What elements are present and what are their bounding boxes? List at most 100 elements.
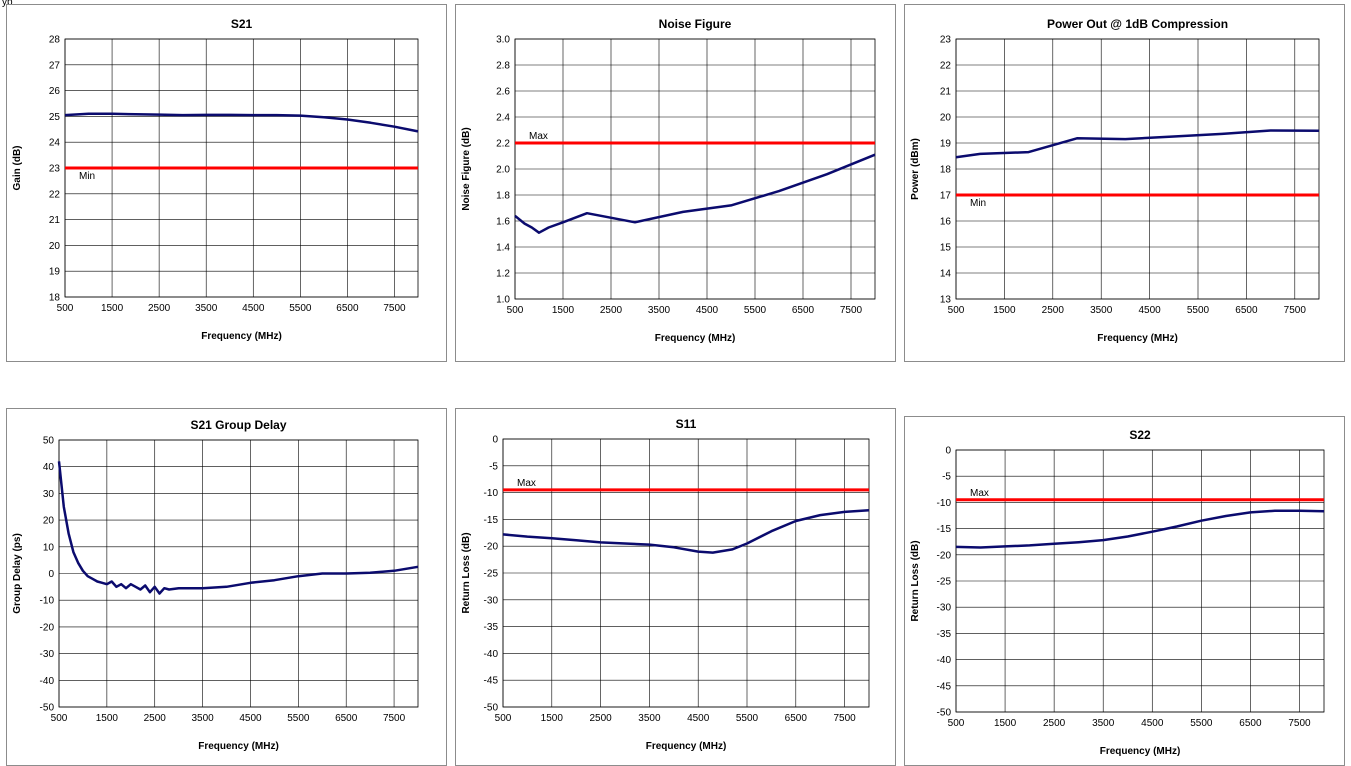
x-tick-label: 500 <box>51 713 68 724</box>
y-tick-label: 27 <box>49 60 61 71</box>
y-tick-label: 25 <box>49 112 61 123</box>
x-tick-label: 5500 <box>1187 305 1210 316</box>
plot-border <box>514 38 876 300</box>
y-tick-label: 1.0 <box>496 295 510 306</box>
chart-svg: -50 -40 -30 -20 -10 0 10 20 30 40 50 500 1500 2500 350… <box>12 418 419 752</box>
y-tick-label: -10 <box>484 488 499 499</box>
chart-svg: 1.0 1.2 1.4 1.6 1.8 2.0 2.2 2.4 2.6 2.8 3.0 500 1500… <box>461 17 876 344</box>
x-tick-label: 500 <box>57 303 74 314</box>
series-line <box>502 509 870 554</box>
y-tick-label: -10 <box>40 596 55 607</box>
y-tick-label: 13 <box>940 295 952 306</box>
y-tick-label: -5 <box>489 461 498 472</box>
y-tick-label: 10 <box>43 542 55 553</box>
y-tick-label: 1.8 <box>496 191 510 202</box>
y-tick-label: 24 <box>49 138 61 149</box>
chart-title: S11 <box>676 417 697 431</box>
x-tick-label: 4500 <box>1141 718 1164 729</box>
x-tick-label: 6500 <box>1235 305 1258 316</box>
y-tick-label: 23 <box>940 35 952 46</box>
y-tick-label: 20 <box>49 241 61 252</box>
limit-label: Min <box>79 171 95 182</box>
y-tick-label: 19 <box>49 267 61 278</box>
y-tick-label: -20 <box>484 542 499 553</box>
y-axis-label: Noise Figure (dB) <box>461 127 472 210</box>
chart-svg: 18 19 20 21 22 23 24 25 26 27 28 500 1500 2500 3500 450… <box>12 17 419 342</box>
chart-title: S21 <box>231 17 253 31</box>
y-tick-label: -40 <box>937 655 952 666</box>
chart-svg: 13 14 15 16 17 18 19 20 21 22 23 500 1500 2500 3500 450… <box>910 17 1320 344</box>
x-tick-label: 6500 <box>336 303 359 314</box>
x-tick-label: 2500 <box>1042 305 1065 316</box>
y-tick-label: 0 <box>492 435 498 446</box>
y-tick-label: 17 <box>940 191 952 202</box>
y-tick-label: 23 <box>49 164 61 175</box>
x-tick-label: 5500 <box>744 305 767 316</box>
y-tick-label: 16 <box>940 217 952 228</box>
x-tick-label: 7500 <box>1288 718 1311 729</box>
y-tick-label: 1.6 <box>496 217 510 228</box>
y-axis-label: Return Loss (dB) <box>910 540 921 621</box>
y-tick-label: -50 <box>40 703 55 714</box>
y-tick-label: 0 <box>945 446 951 457</box>
x-tick-label: 4500 <box>242 303 265 314</box>
y-tick-label: 2.6 <box>496 87 510 98</box>
series-line <box>514 153 876 234</box>
y-tick-label: -40 <box>40 676 55 687</box>
limit-label: Max <box>970 488 989 499</box>
x-tick-label: 7500 <box>833 713 856 724</box>
x-tick-label: 7500 <box>383 303 406 314</box>
x-tick-label: 1500 <box>994 718 1017 729</box>
y-tick-label: -30 <box>937 603 952 614</box>
chart-panel-s22: -50 -45 -40 -35 -30 -25 -20 -15 -10 -5 0 500 1500 250… <box>904 416 1345 766</box>
y-tick-label: 18 <box>940 165 952 176</box>
x-tick-label: 3500 <box>638 713 661 724</box>
y-tick-label: -35 <box>937 629 952 640</box>
chart-panel-p1db: 13 14 15 16 17 18 19 20 21 22 23 500 1500 2500 3500 450… <box>904 4 1345 362</box>
y-tick-label: -15 <box>484 515 499 526</box>
y-tick-label: 2.2 <box>496 139 510 150</box>
x-tick-label: 2500 <box>144 713 167 724</box>
x-tick-label: 7500 <box>840 305 863 316</box>
chart-title: S22 <box>1129 428 1151 442</box>
y-tick-label: 1.4 <box>496 243 510 254</box>
y-tick-label: 2.8 <box>496 61 510 72</box>
x-tick-label: 500 <box>495 713 512 724</box>
y-tick-label: 20 <box>940 113 952 124</box>
y-tick-label: -5 <box>942 472 951 483</box>
y-tick-label: 20 <box>43 516 55 527</box>
x-tick-label: 2500 <box>589 713 612 724</box>
y-tick-label: -40 <box>484 649 499 660</box>
x-tick-label: 3500 <box>195 303 218 314</box>
chart-panel-s11: -50 -45 -40 -35 -30 -25 -20 -15 -10 -5 0 500 1500 250… <box>455 408 896 766</box>
y-tick-label: -10 <box>937 498 952 509</box>
y-axis-label: Group Delay (ps) <box>12 533 23 614</box>
y-tick-label: 1.2 <box>496 269 510 280</box>
limit-label: Max <box>529 131 548 142</box>
y-tick-label: 21 <box>940 87 952 98</box>
plot-border <box>955 38 1320 300</box>
x-tick-label: 500 <box>507 305 524 316</box>
y-tick-label: 30 <box>43 489 55 500</box>
y-tick-label: 28 <box>49 35 61 46</box>
x-tick-label: 2500 <box>1043 718 1066 729</box>
x-tick-label: 1500 <box>96 713 119 724</box>
x-tick-label: 7500 <box>383 713 406 724</box>
x-tick-label: 4500 <box>1138 305 1161 316</box>
y-tick-label: 15 <box>940 243 952 254</box>
limit-label: Max <box>517 478 536 489</box>
y-tick-label: 40 <box>43 462 55 473</box>
x-tick-label: 5500 <box>287 713 310 724</box>
series-line <box>955 509 1325 549</box>
x-axis-label: Frequency (MHz) <box>201 331 282 342</box>
x-axis-label: Frequency (MHz) <box>646 741 727 752</box>
y-tick-label: -30 <box>484 595 499 606</box>
y-axis-label: Return Loss (dB) <box>461 532 472 613</box>
y-tick-label: -20 <box>937 550 952 561</box>
y-tick-label: 19 <box>940 139 952 150</box>
x-tick-label: 500 <box>948 718 965 729</box>
x-axis-label: Frequency (MHz) <box>1097 333 1178 344</box>
y-tick-label: 18 <box>49 293 61 304</box>
